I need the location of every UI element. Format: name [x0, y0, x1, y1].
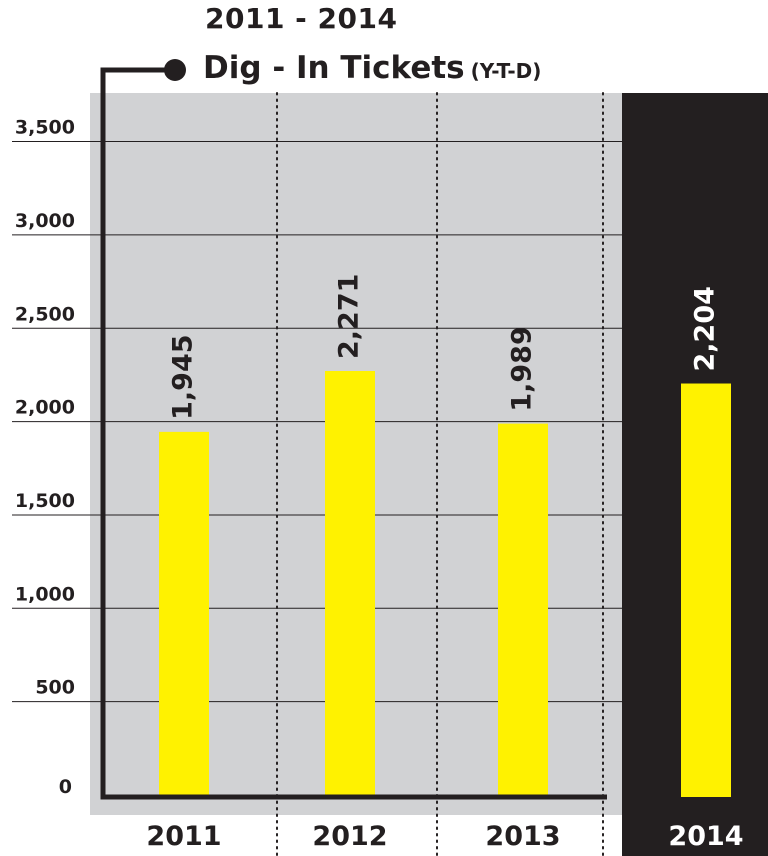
- chart-title: Dig - In Tickets (Y-T-D): [203, 50, 541, 86]
- chart-title-text: Dig - In Tickets: [203, 50, 465, 86]
- chart-subtitle: (Y-T-D): [470, 59, 542, 83]
- y-tick-label: 500: [35, 677, 75, 699]
- x-tick-label: 2011: [146, 821, 221, 852]
- x-tick-label: 2014: [668, 821, 743, 852]
- x-tick-label: 2012: [312, 821, 387, 852]
- y-tick-label: 0: [59, 776, 72, 798]
- y-tick-label: 2,500: [15, 303, 75, 325]
- bar: [681, 383, 731, 797]
- x-tick-label: 2013: [485, 821, 560, 852]
- chart-title-years: 2011 - 2014: [205, 2, 398, 35]
- bar: [325, 371, 375, 797]
- y-tick-label: 1,500: [15, 490, 75, 512]
- y-tick-label: 3,000: [15, 210, 75, 232]
- bar: [159, 431, 209, 797]
- bar: [498, 423, 548, 797]
- bar-value-label: 2,271: [334, 274, 365, 359]
- bar-value-label: 1,989: [507, 326, 538, 411]
- y-tick-label: 3,500: [15, 117, 75, 139]
- axis-frame: [100, 67, 607, 800]
- title-connector-dot: [164, 59, 186, 81]
- bar-value-label: 2,204: [690, 286, 721, 371]
- y-tick-label: 2,000: [15, 397, 75, 419]
- bar-value-label: 1,945: [168, 334, 199, 419]
- y-tick-label: 1,000: [15, 583, 75, 605]
